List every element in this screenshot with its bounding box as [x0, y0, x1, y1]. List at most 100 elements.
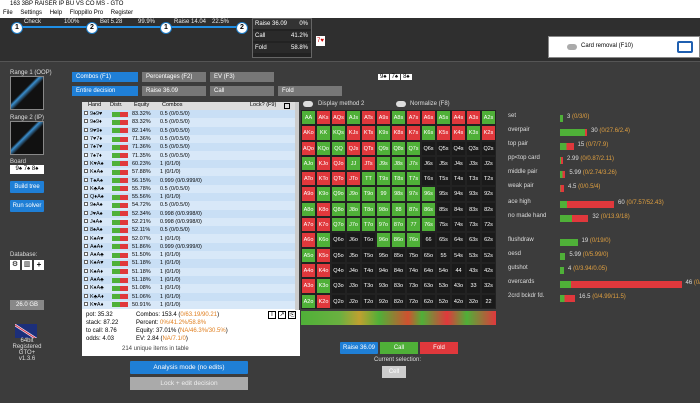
range-cell[interactable]: KQs: [331, 125, 346, 141]
range-cell[interactable]: 73o: [406, 278, 421, 294]
row-select-checkbox[interactable]: [82, 301, 88, 309]
range-cell[interactable]: 92o: [376, 293, 391, 309]
range-cell[interactable]: K2o: [316, 293, 331, 309]
range-cell[interactable]: K3s: [466, 125, 481, 141]
range2-thumbnail[interactable]: [10, 121, 44, 155]
table-row[interactable]: 7♠7♥ 71.36% 0.5 (0/0.5/0): [82, 143, 295, 152]
range-cell[interactable]: J5o: [346, 247, 361, 263]
range-cell[interactable]: 32o: [466, 293, 481, 309]
range-cell[interactable]: KJs: [346, 125, 361, 141]
board-cards[interactable]: 9♠ 7♠ 8♠: [10, 165, 44, 174]
range-cell[interactable]: J9s: [376, 155, 391, 172]
range-cell[interactable]: KQo: [316, 140, 331, 156]
range-cell[interactable]: AKs: [316, 110, 331, 126]
row-select-checkbox[interactable]: [82, 160, 88, 168]
stat-row[interactable]: pp<top card 2.99 (0/0.87/2.11): [508, 155, 698, 165]
stat-row[interactable]: oesd 5.99 (0/5.99/0): [508, 251, 698, 261]
range-cell[interactable]: 82o: [391, 293, 406, 309]
range-cell[interactable]: J3s: [466, 155, 481, 172]
range-cell[interactable]: 94s: [451, 186, 466, 202]
range-cell[interactable]: K4s: [451, 125, 466, 141]
range-cell[interactable]: 42o: [451, 293, 466, 309]
range-cell[interactable]: 84s: [451, 201, 466, 218]
normalize-toggle[interactable]: [396, 101, 406, 107]
stat-row[interactable]: no made hand 32 (0/13.9/18): [508, 213, 698, 223]
range-cell[interactable]: J6o: [346, 232, 361, 248]
range-cell[interactable]: 73s: [466, 217, 481, 233]
tab-raise[interactable]: Raise 36.09: [142, 86, 206, 96]
range-cell[interactable]: T7o: [361, 217, 376, 233]
col-combos[interactable]: Combos: [162, 102, 183, 108]
row-select-checkbox[interactable]: [82, 210, 88, 218]
table-row[interactable]: K♠A♥ 52.07% 1 (0/1/0): [82, 234, 295, 243]
range-cell[interactable]: 93o: [376, 278, 391, 294]
range-cell[interactable]: J7o: [346, 217, 361, 233]
range-cell[interactable]: K7o: [316, 217, 331, 233]
range-cell[interactable]: 65o: [421, 247, 436, 263]
row-select-checkbox[interactable]: [82, 293, 88, 301]
range-cell[interactable]: Q5o: [331, 247, 346, 263]
row-select-checkbox[interactable]: [82, 176, 88, 184]
range-cell[interactable]: T7s: [406, 171, 421, 187]
table-row[interactable]: K♣A♦ 51.06% 1 (0/1/0): [82, 292, 295, 301]
stat-row[interactable]: top pair 15 (0/7/7.9): [508, 141, 698, 151]
range-cell[interactable]: K5s: [436, 125, 451, 141]
range-cell[interactable]: 43s: [466, 262, 481, 279]
range-cell[interactable]: A8o: [301, 201, 316, 218]
range-cell[interactable]: 94o: [376, 262, 391, 279]
lock-edit-button[interactable]: Lock + edit decision: [130, 377, 248, 390]
row-select-checkbox[interactable]: [82, 243, 88, 251]
col-hand[interactable]: Hand: [88, 102, 102, 108]
range-cell[interactable]: 83s: [466, 201, 481, 218]
menu-help[interactable]: Help: [49, 10, 63, 16]
range-cell[interactable]: J4o: [346, 262, 361, 279]
range-cell[interactable]: T3s: [466, 171, 481, 187]
table-row[interactable]: K♠A♦ 51.18% 1 (0/1/0): [82, 267, 295, 276]
range-cell[interactable]: J8o: [346, 201, 361, 218]
table-row[interactable]: K♣A♠ 55.78% 0.5 (0/0.5/0): [82, 184, 295, 193]
col-lock[interactable]: Lock? (F9): [250, 102, 277, 108]
range-cell[interactable]: A8s: [391, 110, 406, 126]
fold-option[interactable]: Fold 58.8%: [253, 43, 311, 53]
stat-row[interactable]: weak pair 4.5 (0/0.5/4): [508, 183, 698, 193]
range-cell[interactable]: QTo: [331, 171, 346, 187]
row-select-checkbox[interactable]: [82, 151, 88, 159]
table-row[interactable]: 9♠A♠ 54.72% 0.5 (0/0.5/0): [82, 201, 295, 210]
range-cell[interactable]: 87s: [406, 201, 421, 218]
raise-legend-button[interactable]: Raise 36.09: [340, 342, 378, 354]
range-cell[interactable]: A3s: [466, 110, 481, 126]
range-cell[interactable]: AJs: [346, 110, 361, 126]
cell-selection-button[interactable]: Cell: [382, 366, 406, 378]
range-cell[interactable]: 97o: [376, 217, 391, 233]
range-cell[interactable]: 96s: [421, 186, 436, 202]
range-cell[interactable]: 95s: [436, 186, 451, 202]
range-cell[interactable]: T9o: [361, 186, 376, 202]
stat-row[interactable]: overpair 30 (0/27.6/2.4): [508, 127, 698, 137]
row-select-checkbox[interactable]: [82, 143, 88, 151]
table-row[interactable]: K♥A♠ 60.23% 1 (0/1/0): [82, 159, 295, 169]
range-cell[interactable]: K9s: [376, 125, 391, 141]
analysis-mode-button[interactable]: Analysis mode (no edits): [130, 361, 248, 374]
table-row[interactable]: K♥A♦ 50.91% 1 (0/1/0): [82, 300, 295, 310]
range-cell[interactable]: KK: [316, 125, 331, 141]
range-cell[interactable]: T6s: [421, 171, 436, 187]
range-cell[interactable]: A2o: [301, 293, 316, 309]
range-cell[interactable]: J7s: [406, 155, 421, 172]
range-cell[interactable]: 66: [421, 232, 436, 248]
range-cell[interactable]: 53o: [436, 278, 451, 294]
range-cell[interactable]: 74o: [406, 262, 421, 279]
range-cell[interactable]: Q9s: [376, 140, 391, 156]
range-cell[interactable]: J6s: [421, 155, 436, 172]
row-select-checkbox[interactable]: [82, 259, 88, 267]
range-cell[interactable]: 82s: [481, 201, 496, 218]
export-icon[interactable]: ↗: [278, 311, 286, 319]
tree-node[interactable]: 2: [86, 22, 98, 34]
display-method-toggle[interactable]: [303, 101, 313, 107]
range-cell[interactable]: Q7s: [406, 140, 421, 156]
range-cell[interactable]: QJs: [346, 140, 361, 156]
range-cell[interactable]: 22: [481, 293, 496, 309]
range-cell[interactable]: A7o: [301, 217, 316, 233]
chart-icon[interactable]: ▥: [22, 260, 32, 270]
table-row[interactable]: 9♠9♦ 83.32% 0.5 (0/0.5/0): [82, 118, 295, 127]
table-row[interactable]: J♦A♠ 52.21% 0.998 (0/0.998/0): [82, 217, 295, 227]
